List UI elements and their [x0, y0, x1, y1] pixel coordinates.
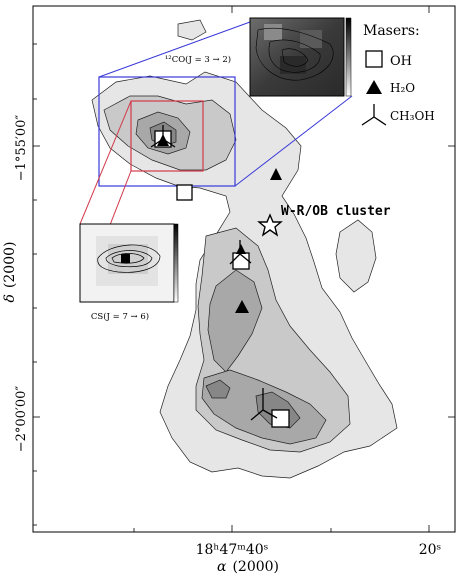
legend-oh-label: OH — [390, 54, 412, 69]
cs-region-box — [130, 100, 204, 172]
y-tick-label: −2°00′00″ — [14, 386, 29, 453]
legend-ch3oh-marker — [361, 104, 387, 126]
x-tick-label: 20ˢ — [419, 542, 442, 558]
x-tick-label: 18ʰ47ᵐ40ˢ — [196, 542, 269, 558]
co-inset — [249, 17, 352, 97]
star-icon — [257, 213, 283, 237]
ch3oh-maser-marker — [250, 388, 278, 421]
contour-level-3b — [207, 269, 263, 373]
legend-ch3oh-label: CH₃OH — [390, 109, 435, 123]
h2o-maser-marker — [236, 244, 246, 254]
legend-h2o-label: H₂O — [390, 81, 415, 95]
co-inset-label: ¹²CO(J = 3 → 2) — [165, 54, 231, 65]
co-connector-right — [234, 95, 353, 187]
co-inset-colorbar — [345, 17, 352, 97]
contour-island-right — [335, 219, 377, 293]
y-tick-label: −1°55′00″ — [14, 115, 29, 182]
legend-title: Masers: — [363, 23, 420, 39]
legend: Masers: OH H₂O CH₃OH — [361, 23, 435, 126]
y-axis-title: δ(2000) — [2, 242, 18, 303]
maser-markers — [150, 125, 290, 428]
cs-inset-colorbar — [173, 223, 179, 303]
legend-oh-marker — [365, 50, 383, 68]
contour-level-4b — [205, 379, 231, 399]
oh-maser-marker — [271, 409, 290, 428]
cs-connector-top — [79, 100, 132, 225]
cluster-label: W-R/OB cluster — [281, 204, 391, 219]
cs-inset-label: CS(J = 7 → 6) — [91, 311, 149, 322]
x-axis-title: α (2000) — [217, 559, 279, 575]
h2o-maser-marker — [270, 168, 282, 180]
contour-island-top — [177, 19, 207, 41]
h2o-maser-marker — [235, 300, 249, 313]
co-region-box — [98, 76, 236, 187]
oh-maser-marker — [176, 184, 193, 201]
axis-ticks — [33, 6, 455, 532]
cs-inset: CS(J = 7 → 6) — [79, 223, 179, 322]
co-connector-left — [98, 21, 251, 78]
h2o-maser-marker — [157, 134, 169, 146]
legend-h2o-marker — [366, 80, 382, 94]
